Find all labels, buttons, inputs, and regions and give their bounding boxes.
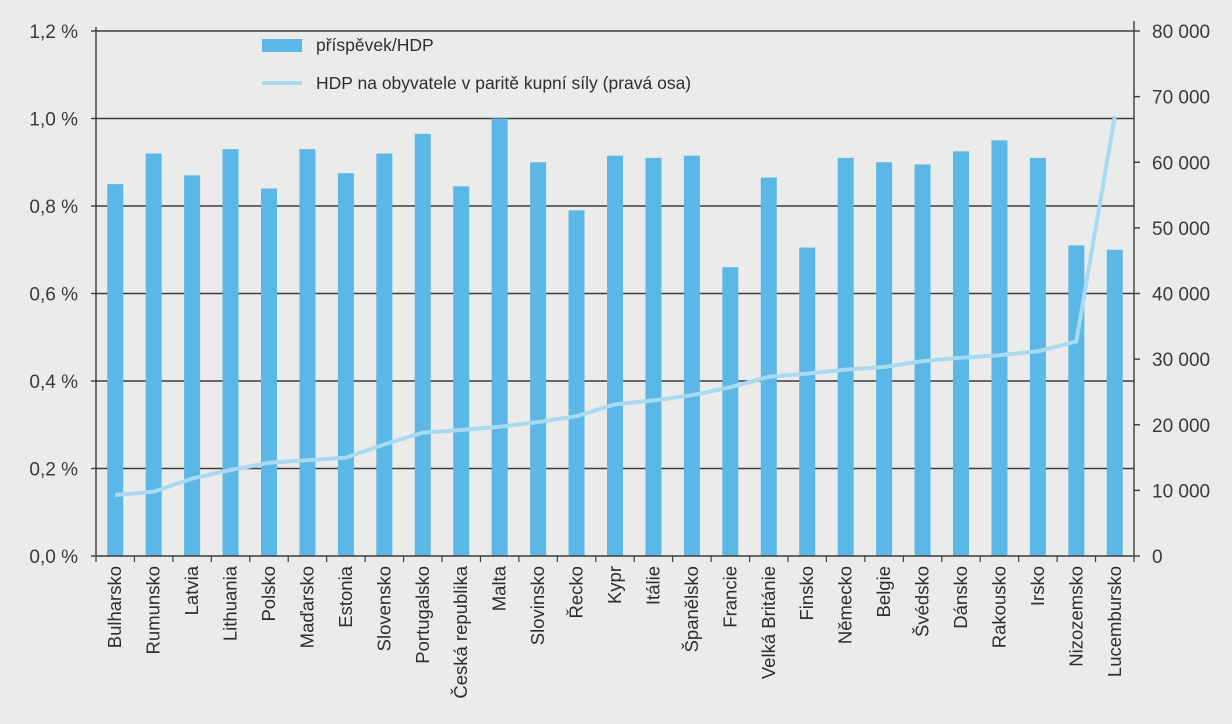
bar [991, 140, 1008, 556]
category-label: Německo [835, 566, 856, 644]
right-tick-label: 20 000 [1152, 416, 1210, 437]
bar [1068, 245, 1085, 556]
category-label: Švédsko [912, 566, 933, 637]
category-label: Řecko [566, 566, 587, 618]
right-tick-label: 80 000 [1152, 22, 1210, 43]
category-label: Slovinsko [527, 566, 548, 645]
bar [337, 173, 354, 556]
category-label: Bulharsko [104, 566, 125, 648]
gdp-line-series [115, 115, 1117, 497]
bar [299, 149, 316, 556]
left-axis-ticks: 0,0 % 0,2 % 0,4 % 0,6 % 0,8 % 1,0 % 1,2 % [29, 22, 96, 568]
right-tick-label: 10 000 [1152, 481, 1210, 502]
bar [145, 153, 162, 556]
category-label: Malta [489, 565, 510, 611]
category-label: Portugalsko [412, 566, 433, 664]
category-label: Polsko [258, 566, 279, 622]
bar [530, 162, 547, 556]
category-label: Lucembursko [1104, 566, 1125, 677]
category-label: Belgie [873, 566, 894, 617]
bar [1106, 249, 1123, 556]
bar [645, 157, 662, 556]
bar [222, 149, 239, 556]
category-label: Irsko [1027, 566, 1048, 606]
left-tick-label: 0,6 % [29, 285, 78, 306]
bar [184, 175, 201, 556]
left-tick-label: 0,4 % [29, 372, 78, 393]
category-label: Rumunsko [143, 566, 164, 654]
category-label: Itálie [642, 566, 663, 605]
right-tick-label: 60 000 [1152, 153, 1210, 174]
bar [683, 155, 700, 556]
bar [261, 188, 277, 556]
right-tick-label: 30 000 [1152, 350, 1210, 371]
bar [953, 151, 969, 556]
bar [491, 118, 508, 556]
bar [568, 210, 585, 556]
right-tick-label: 0 [1152, 547, 1163, 568]
bar [760, 177, 777, 556]
left-tick-label: 1,2 % [29, 22, 78, 43]
bar [107, 184, 124, 556]
bar [607, 155, 623, 556]
bar [1029, 157, 1046, 556]
category-label: Finsko [796, 566, 817, 621]
category-label: Velká Británie [758, 566, 779, 679]
category-label: Latvia [181, 565, 202, 615]
category-label: Maďarsko [296, 566, 317, 648]
category-label: Lithuania [220, 565, 241, 641]
bar [376, 153, 393, 556]
category-label: Španělsko [681, 566, 702, 652]
category-label: Nizozemsko [1065, 566, 1086, 667]
left-tick-label: 0,0 % [29, 547, 78, 568]
legend-label-bar: příspěvek/HDP [316, 35, 434, 55]
category-label: Dánsko [950, 566, 971, 629]
category-label: Česká republika [450, 565, 471, 698]
bar [722, 267, 739, 556]
gdp-line [115, 115, 1117, 497]
right-axis-ticks: 0 10 000 20 000 30 000 40 000 50 000 60 000 70 … [1134, 22, 1210, 568]
bar [453, 186, 470, 556]
right-tick-label: 40 000 [1152, 285, 1210, 306]
bar [876, 162, 893, 556]
bar [837, 157, 854, 556]
legend: příspěvek/HDP HDP na obyvatele v paritě … [262, 35, 691, 93]
category-label: Kypr [604, 566, 625, 604]
category-label: Slovensko [373, 566, 394, 651]
legend-label-line: HDP na obyvatele v paritě kupní síly (pr… [316, 73, 691, 93]
left-tick-label: 1,0 % [29, 110, 78, 131]
legend-bar-swatch [262, 39, 302, 52]
right-tick-label: 70 000 [1152, 88, 1210, 109]
bar [799, 247, 816, 556]
bar [414, 133, 431, 556]
bars [107, 118, 1123, 556]
category-label: Estonia [335, 565, 356, 627]
category-labels: Bulharsko Rumunsko Latvia Lithuania Polsko Ma… [95, 556, 1135, 699]
left-tick-label: 0,8 % [29, 197, 78, 218]
left-tick-label: 0,2 % [29, 460, 78, 481]
category-label: Francie [719, 566, 740, 628]
category-label: Rakousko [988, 566, 1009, 648]
right-tick-label: 50 000 [1152, 219, 1210, 240]
